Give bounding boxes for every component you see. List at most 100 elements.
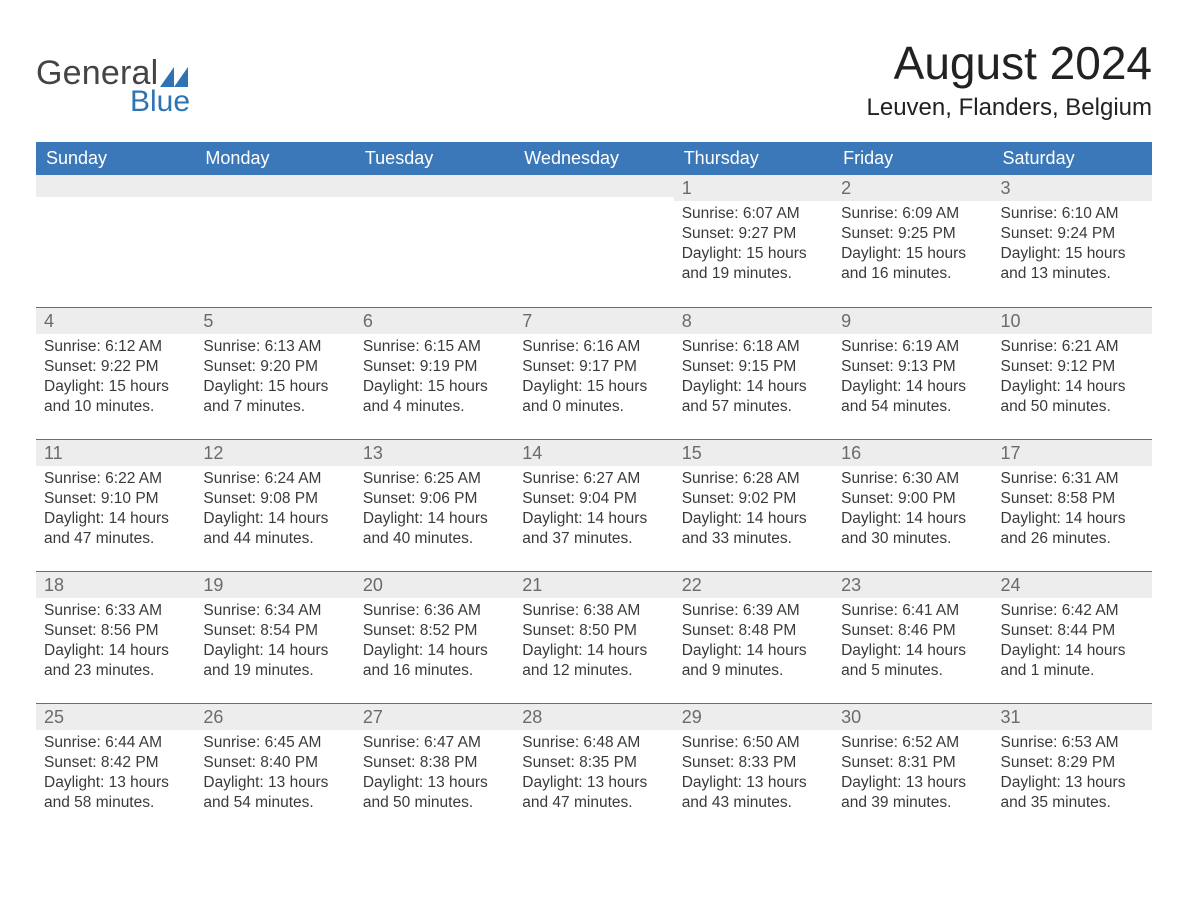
calendar-cell: 5Sunrise: 6:13 AMSunset: 9:20 PMDaylight… bbox=[195, 307, 354, 439]
sunrise-line: Sunrise: 6:31 AM bbox=[1001, 469, 1144, 489]
sunset-line: Sunset: 8:38 PM bbox=[363, 753, 506, 773]
sunset-line: Sunset: 9:00 PM bbox=[841, 489, 984, 509]
cell-body bbox=[195, 197, 354, 206]
calendar-cell: 8Sunrise: 6:18 AMSunset: 9:15 PMDaylight… bbox=[674, 307, 833, 439]
cell-body: Sunrise: 6:34 AMSunset: 8:54 PMDaylight:… bbox=[195, 598, 354, 687]
calendar-cell bbox=[514, 175, 673, 307]
cell-body: Sunrise: 6:31 AMSunset: 8:58 PMDaylight:… bbox=[993, 466, 1152, 555]
day-number: 7 bbox=[514, 308, 673, 334]
title-block: August 2024 Leuven, Flanders, Belgium bbox=[867, 28, 1153, 128]
daylight-line: Daylight: 13 hours and 35 minutes. bbox=[1001, 773, 1144, 813]
sunset-line: Sunset: 9:13 PM bbox=[841, 357, 984, 377]
calendar-week-row: 1Sunrise: 6:07 AMSunset: 9:27 PMDaylight… bbox=[36, 175, 1152, 307]
sunrise-line: Sunrise: 6:45 AM bbox=[203, 733, 346, 753]
daylight-line: Daylight: 13 hours and 39 minutes. bbox=[841, 773, 984, 813]
cell-body: Sunrise: 6:16 AMSunset: 9:17 PMDaylight:… bbox=[514, 334, 673, 423]
sunset-line: Sunset: 8:46 PM bbox=[841, 621, 984, 641]
calendar-cell: 12Sunrise: 6:24 AMSunset: 9:08 PMDayligh… bbox=[195, 439, 354, 571]
sunset-line: Sunset: 8:44 PM bbox=[1001, 621, 1144, 641]
cell-body: Sunrise: 6:42 AMSunset: 8:44 PMDaylight:… bbox=[993, 598, 1152, 687]
day-number bbox=[514, 175, 673, 197]
daylight-line: Daylight: 15 hours and 19 minutes. bbox=[682, 244, 825, 284]
day-number: 26 bbox=[195, 704, 354, 730]
calendar-week-row: 4Sunrise: 6:12 AMSunset: 9:22 PMDaylight… bbox=[36, 307, 1152, 439]
cell-body: Sunrise: 6:22 AMSunset: 9:10 PMDaylight:… bbox=[36, 466, 195, 555]
sunrise-line: Sunrise: 6:36 AM bbox=[363, 601, 506, 621]
calendar-cell: 10Sunrise: 6:21 AMSunset: 9:12 PMDayligh… bbox=[993, 307, 1152, 439]
cell-body: Sunrise: 6:36 AMSunset: 8:52 PMDaylight:… bbox=[355, 598, 514, 687]
weekday-header: Sunday bbox=[36, 142, 195, 175]
cell-body: Sunrise: 6:15 AMSunset: 9:19 PMDaylight:… bbox=[355, 334, 514, 423]
calendar-table: Sunday Monday Tuesday Wednesday Thursday… bbox=[36, 142, 1152, 835]
sunset-line: Sunset: 9:04 PM bbox=[522, 489, 665, 509]
day-number: 29 bbox=[674, 704, 833, 730]
calendar-cell: 7Sunrise: 6:16 AMSunset: 9:17 PMDaylight… bbox=[514, 307, 673, 439]
sunset-line: Sunset: 9:24 PM bbox=[1001, 224, 1144, 244]
sunset-line: Sunset: 8:50 PM bbox=[522, 621, 665, 641]
weekday-header: Monday bbox=[195, 142, 354, 175]
calendar-cell: 3Sunrise: 6:10 AMSunset: 9:24 PMDaylight… bbox=[993, 175, 1152, 307]
day-number: 21 bbox=[514, 572, 673, 598]
daylight-line: Daylight: 15 hours and 16 minutes. bbox=[841, 244, 984, 284]
sunset-line: Sunset: 8:54 PM bbox=[203, 621, 346, 641]
sunrise-line: Sunrise: 6:16 AM bbox=[522, 337, 665, 357]
day-number: 20 bbox=[355, 572, 514, 598]
daylight-line: Daylight: 14 hours and 50 minutes. bbox=[1001, 377, 1144, 417]
day-number bbox=[195, 175, 354, 197]
calendar-cell: 21Sunrise: 6:38 AMSunset: 8:50 PMDayligh… bbox=[514, 571, 673, 703]
sunrise-line: Sunrise: 6:44 AM bbox=[44, 733, 187, 753]
sunset-line: Sunset: 8:58 PM bbox=[1001, 489, 1144, 509]
day-number: 22 bbox=[674, 572, 833, 598]
day-number: 28 bbox=[514, 704, 673, 730]
sunset-line: Sunset: 8:33 PM bbox=[682, 753, 825, 773]
sunrise-line: Sunrise: 6:53 AM bbox=[1001, 733, 1144, 753]
calendar-body: 1Sunrise: 6:07 AMSunset: 9:27 PMDaylight… bbox=[36, 175, 1152, 835]
sunrise-line: Sunrise: 6:09 AM bbox=[841, 204, 984, 224]
daylight-line: Daylight: 15 hours and 7 minutes. bbox=[203, 377, 346, 417]
sunset-line: Sunset: 8:52 PM bbox=[363, 621, 506, 641]
sunrise-line: Sunrise: 6:41 AM bbox=[841, 601, 984, 621]
sunset-line: Sunset: 8:42 PM bbox=[44, 753, 187, 773]
day-number: 12 bbox=[195, 440, 354, 466]
sunset-line: Sunset: 9:22 PM bbox=[44, 357, 187, 377]
day-number: 27 bbox=[355, 704, 514, 730]
cell-body: Sunrise: 6:21 AMSunset: 9:12 PMDaylight:… bbox=[993, 334, 1152, 423]
sunset-line: Sunset: 9:17 PM bbox=[522, 357, 665, 377]
weekday-header: Friday bbox=[833, 142, 992, 175]
daylight-line: Daylight: 13 hours and 58 minutes. bbox=[44, 773, 187, 813]
day-number: 13 bbox=[355, 440, 514, 466]
calendar-header: Sunday Monday Tuesday Wednesday Thursday… bbox=[36, 142, 1152, 175]
sunrise-line: Sunrise: 6:15 AM bbox=[363, 337, 506, 357]
sunrise-line: Sunrise: 6:24 AM bbox=[203, 469, 346, 489]
cell-body: Sunrise: 6:50 AMSunset: 8:33 PMDaylight:… bbox=[674, 730, 833, 819]
cell-body: Sunrise: 6:07 AMSunset: 9:27 PMDaylight:… bbox=[674, 201, 833, 290]
cell-body bbox=[36, 197, 195, 206]
cell-body: Sunrise: 6:41 AMSunset: 8:46 PMDaylight:… bbox=[833, 598, 992, 687]
sunrise-line: Sunrise: 6:50 AM bbox=[682, 733, 825, 753]
day-number: 1 bbox=[674, 175, 833, 201]
sunset-line: Sunset: 9:08 PM bbox=[203, 489, 346, 509]
sunrise-line: Sunrise: 6:42 AM bbox=[1001, 601, 1144, 621]
calendar-cell: 13Sunrise: 6:25 AMSunset: 9:06 PMDayligh… bbox=[355, 439, 514, 571]
day-number bbox=[355, 175, 514, 197]
daylight-line: Daylight: 14 hours and 26 minutes. bbox=[1001, 509, 1144, 549]
calendar-cell: 17Sunrise: 6:31 AMSunset: 8:58 PMDayligh… bbox=[993, 439, 1152, 571]
daylight-line: Daylight: 15 hours and 10 minutes. bbox=[44, 377, 187, 417]
sunrise-line: Sunrise: 6:33 AM bbox=[44, 601, 187, 621]
day-number: 4 bbox=[36, 308, 195, 334]
daylight-line: Daylight: 14 hours and 23 minutes. bbox=[44, 641, 187, 681]
calendar-cell: 16Sunrise: 6:30 AMSunset: 9:00 PMDayligh… bbox=[833, 439, 992, 571]
daylight-line: Daylight: 14 hours and 57 minutes. bbox=[682, 377, 825, 417]
sunrise-line: Sunrise: 6:25 AM bbox=[363, 469, 506, 489]
weekday-header: Saturday bbox=[993, 142, 1152, 175]
sunrise-line: Sunrise: 6:30 AM bbox=[841, 469, 984, 489]
cell-body: Sunrise: 6:27 AMSunset: 9:04 PMDaylight:… bbox=[514, 466, 673, 555]
day-number: 14 bbox=[514, 440, 673, 466]
cell-body: Sunrise: 6:13 AMSunset: 9:20 PMDaylight:… bbox=[195, 334, 354, 423]
daylight-line: Daylight: 14 hours and 47 minutes. bbox=[44, 509, 187, 549]
cell-body: Sunrise: 6:52 AMSunset: 8:31 PMDaylight:… bbox=[833, 730, 992, 819]
calendar-week-row: 25Sunrise: 6:44 AMSunset: 8:42 PMDayligh… bbox=[36, 703, 1152, 835]
calendar-cell: 15Sunrise: 6:28 AMSunset: 9:02 PMDayligh… bbox=[674, 439, 833, 571]
sunset-line: Sunset: 9:20 PM bbox=[203, 357, 346, 377]
daylight-line: Daylight: 15 hours and 13 minutes. bbox=[1001, 244, 1144, 284]
